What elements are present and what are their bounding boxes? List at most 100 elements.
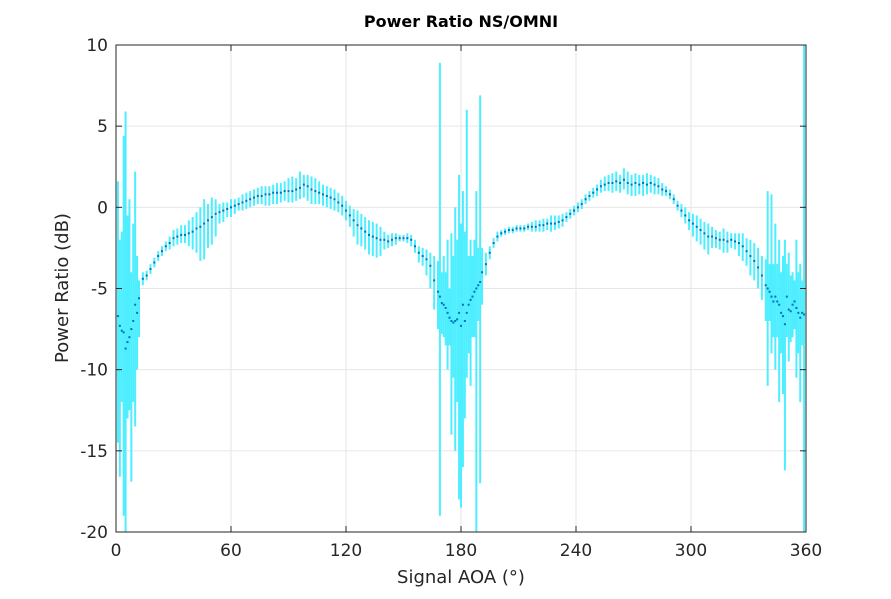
data-point xyxy=(795,306,798,309)
data-point xyxy=(306,185,309,188)
data-point xyxy=(364,230,367,233)
data-point xyxy=(492,242,495,245)
data-point xyxy=(726,240,729,243)
data-point xyxy=(599,185,602,188)
data-point xyxy=(233,204,236,207)
data-point xyxy=(141,277,144,280)
data-point xyxy=(546,222,549,225)
y-axis-label: Power Ratio (dB) xyxy=(52,213,73,363)
data-point xyxy=(475,287,478,290)
data-point xyxy=(360,227,363,230)
data-point xyxy=(264,193,267,196)
data-point xyxy=(688,219,691,222)
data-point xyxy=(237,203,240,206)
y-tick-label: -5 xyxy=(91,280,108,300)
data-point xyxy=(398,237,401,240)
data-point xyxy=(772,300,775,303)
data-point xyxy=(172,237,175,240)
data-point xyxy=(333,198,336,201)
data-point xyxy=(603,183,606,186)
data-point xyxy=(523,227,526,230)
data-point xyxy=(176,235,179,238)
data-point xyxy=(573,209,576,212)
data-point xyxy=(711,235,714,238)
data-point xyxy=(745,250,748,253)
data-point xyxy=(463,319,466,322)
data-point xyxy=(749,255,752,258)
data-point xyxy=(766,287,769,290)
data-point xyxy=(764,284,767,287)
data-point xyxy=(691,222,694,225)
data-point xyxy=(737,242,740,245)
x-tick-label: 120 xyxy=(330,541,362,561)
x-tick-label: 0 xyxy=(111,541,122,561)
data-point xyxy=(776,300,779,303)
data-point xyxy=(714,237,717,240)
data-point xyxy=(383,238,386,241)
data-point xyxy=(461,303,464,306)
data-point xyxy=(191,230,194,233)
y-tick-label: 10 xyxy=(86,36,108,56)
data-point xyxy=(504,230,507,233)
data-point xyxy=(138,297,140,300)
data-point xyxy=(203,222,206,225)
y-tick-labels: -20 -15 -10 -5 0 5 10 xyxy=(80,36,108,543)
data-point xyxy=(680,209,683,212)
data-point xyxy=(778,303,781,306)
data-point xyxy=(611,181,614,184)
data-point xyxy=(291,190,294,193)
data-point xyxy=(368,233,370,236)
data-point xyxy=(417,251,420,254)
data-point xyxy=(527,225,530,228)
data-point xyxy=(145,274,148,277)
data-point xyxy=(467,303,470,306)
data-point xyxy=(768,290,771,293)
data-point xyxy=(741,245,744,248)
data-point xyxy=(469,298,472,301)
data-point xyxy=(295,188,298,191)
data-point xyxy=(122,331,125,334)
data-point xyxy=(410,238,413,241)
data-point xyxy=(456,318,459,321)
data-point xyxy=(703,232,706,235)
x-tick-label: 240 xyxy=(560,541,592,561)
data-point xyxy=(569,212,572,215)
data-point xyxy=(329,196,332,199)
data-point xyxy=(565,216,568,219)
data-point xyxy=(356,224,359,227)
data-point xyxy=(454,319,457,322)
data-point xyxy=(210,216,213,219)
data-point xyxy=(168,242,171,245)
data-point xyxy=(774,295,777,298)
data-point xyxy=(500,232,503,235)
data-point xyxy=(479,281,482,284)
data-point xyxy=(661,188,664,191)
data-point xyxy=(249,198,252,201)
data-point xyxy=(507,229,510,232)
data-point xyxy=(187,232,190,235)
data-point xyxy=(438,295,441,298)
data-point xyxy=(180,233,183,236)
data-point xyxy=(318,191,321,194)
data-point xyxy=(511,229,514,232)
x-axis-label: Signal AOA (°) xyxy=(397,567,525,588)
y-tick-label: -10 xyxy=(80,361,108,381)
data-point xyxy=(387,240,390,243)
data-point xyxy=(448,316,451,319)
data-point xyxy=(787,308,790,311)
data-point xyxy=(425,258,428,261)
data-point xyxy=(634,181,637,184)
data-point xyxy=(437,290,439,293)
data-point xyxy=(124,347,127,350)
data-point xyxy=(402,237,405,240)
data-point xyxy=(576,206,579,209)
data-point xyxy=(770,295,773,298)
x-tick-label: 180 xyxy=(445,541,477,561)
data-point xyxy=(672,198,675,201)
x-tick-label: 360 xyxy=(790,541,822,561)
data-point xyxy=(276,191,278,194)
data-point xyxy=(337,201,340,204)
data-point xyxy=(780,311,783,314)
data-point xyxy=(279,191,282,194)
data-point xyxy=(444,306,447,309)
